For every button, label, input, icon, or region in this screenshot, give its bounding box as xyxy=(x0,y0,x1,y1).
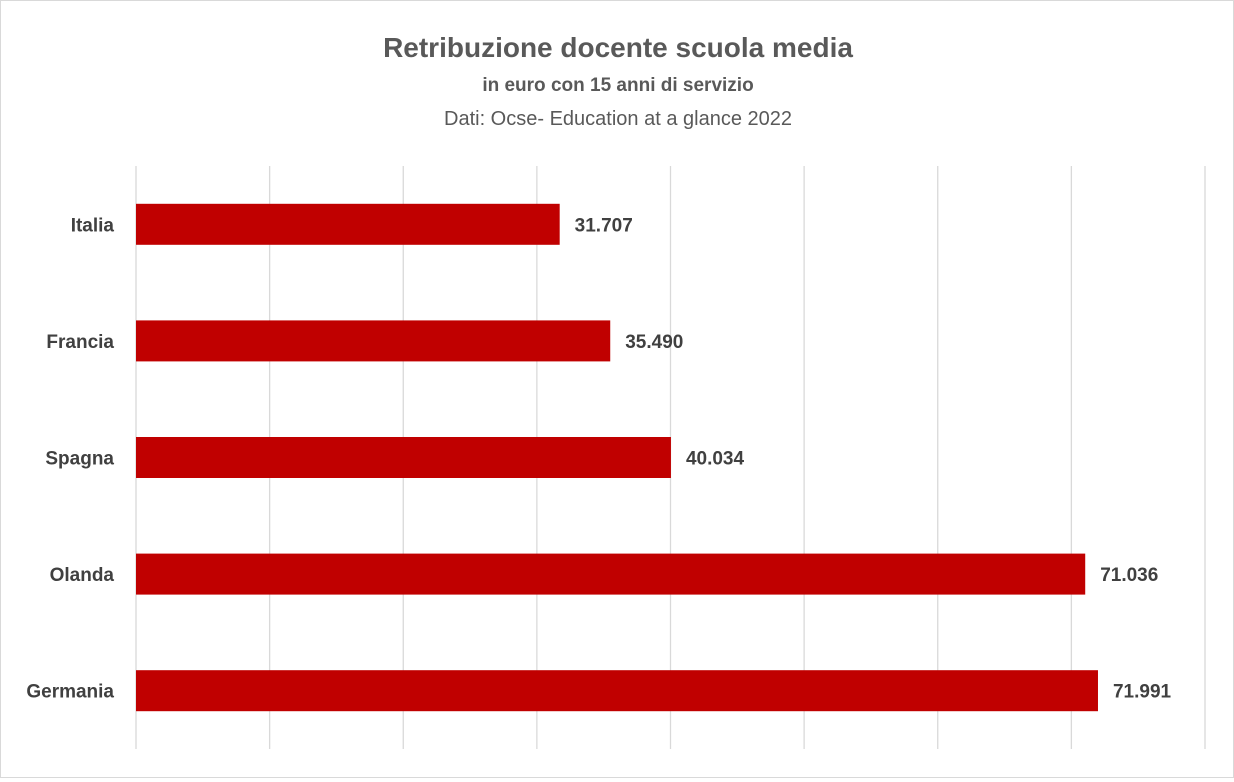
chart-subtitle: in euro con 15 anni di servizio xyxy=(482,75,753,96)
category-label: Germania xyxy=(26,682,114,703)
bar-italia xyxy=(136,203,560,245)
data-label: 40.034 xyxy=(686,449,745,470)
data-label: 71.036 xyxy=(1100,565,1158,586)
chart-source: Dati: Ocse- Education at a glance 2022 xyxy=(444,108,792,130)
data-label: 71.991 xyxy=(1113,682,1172,703)
bar-francia xyxy=(136,320,611,362)
bar-spagna xyxy=(136,437,671,478)
bar-germania xyxy=(136,670,1098,712)
bar-olanda xyxy=(136,553,1086,595)
labels: Italia 31.707 Francia 35.490 Spagna 40.034 Ola… xyxy=(26,215,1171,702)
chart-title: Retribuzione docente scuola media xyxy=(383,32,853,63)
bars xyxy=(136,203,1098,712)
data-label: 35.490 xyxy=(625,332,683,353)
category-label: Spagna xyxy=(45,449,114,470)
data-label: 31.707 xyxy=(575,215,633,236)
category-label: Olanda xyxy=(50,565,115,586)
category-label: Francia xyxy=(46,332,114,353)
category-label: Italia xyxy=(71,215,115,236)
